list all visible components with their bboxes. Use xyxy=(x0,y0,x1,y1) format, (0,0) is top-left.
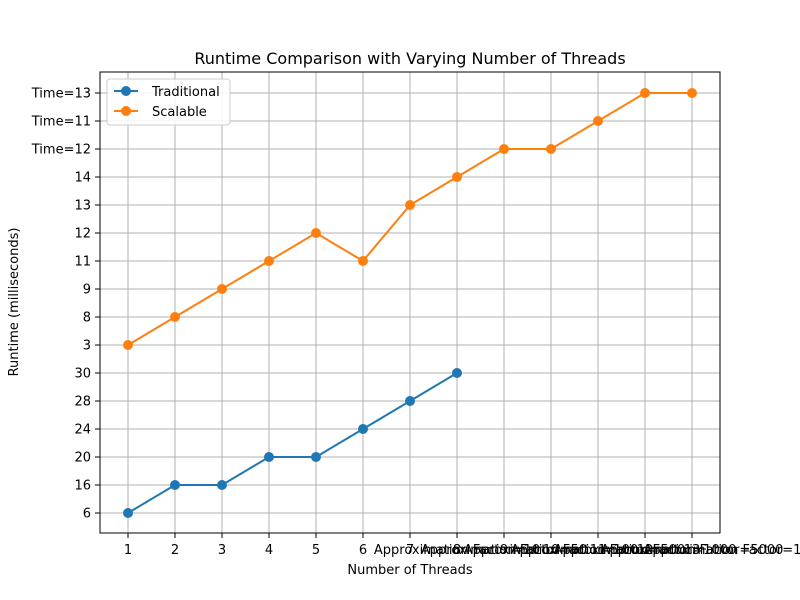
y-tick-label: 6 xyxy=(83,507,91,522)
scalable-data-point xyxy=(640,88,650,98)
scalable-data-point xyxy=(593,116,603,126)
scalable-data-point xyxy=(405,200,415,210)
legend: Traditional Scalable xyxy=(106,78,231,126)
x-tick-label: 6 xyxy=(359,543,367,558)
scalable-data-point xyxy=(264,256,274,266)
x-tick-label: 2 xyxy=(171,543,179,558)
x-overflow-label: Approximation Factor=5000 xyxy=(601,543,784,558)
y-tick-label: 12 xyxy=(74,227,91,242)
x-tick-label: 9 xyxy=(500,543,508,558)
legend-traditional-label: Traditional xyxy=(151,85,220,100)
x-tick-label: 3 xyxy=(218,543,226,558)
traditional-data-point xyxy=(452,368,462,378)
traditional-data-point xyxy=(217,480,227,490)
traditional-data-point xyxy=(123,508,133,518)
traditional-data-point xyxy=(405,396,415,406)
x-tick-label: 8 xyxy=(453,543,461,558)
traditional-data-point xyxy=(170,480,180,490)
x-overflow-label: Approximation Factor=10000 xyxy=(643,543,800,558)
legend-scalable-marker xyxy=(121,106,131,116)
x-tick-label: 4 xyxy=(265,543,273,558)
y-tick-label: 24 xyxy=(74,423,91,438)
scalable-data-point xyxy=(311,228,321,238)
scalable-data-point xyxy=(123,340,133,350)
scalable-data-point xyxy=(358,256,368,266)
y-tick-label: 20 xyxy=(74,451,91,466)
y-tick-label: 9 xyxy=(83,283,91,298)
scalable-data-point xyxy=(546,144,556,154)
y-tick-label: 3 xyxy=(83,339,91,354)
y-tick-label: 30 xyxy=(74,367,91,382)
scalable-data-point xyxy=(170,312,180,322)
x-tick-label: 13 xyxy=(684,543,701,558)
scalable-data-point xyxy=(452,172,462,182)
scalable-data-point xyxy=(217,284,227,294)
y-axis-label: Runtime (milliseconds) xyxy=(7,228,22,377)
series-layer xyxy=(123,88,697,518)
legend-traditional-marker xyxy=(121,86,131,96)
grid-layer xyxy=(100,72,720,533)
legend-scalable-label: Scalable xyxy=(152,105,207,120)
chart-title: Runtime Comparison with Varying Number o… xyxy=(194,49,625,68)
traditional-data-point xyxy=(311,452,321,462)
x-tick-label: 7 xyxy=(406,543,414,558)
x-overflow-label: Approximation Factor=100 xyxy=(464,543,638,558)
x-overflow-label: Approximation Factor=500 xyxy=(511,543,685,558)
x-overflow-label: Approximation Factor=10 xyxy=(374,543,540,558)
y-tick-label: 11 xyxy=(74,255,91,270)
x-axis-label: Number of Threads xyxy=(347,563,472,578)
scalable-data-point xyxy=(687,88,697,98)
y-tick-label: Time=13 xyxy=(31,87,91,102)
scalable-data-point xyxy=(499,144,509,154)
y-tick-label: 14 xyxy=(74,171,91,186)
x-tick-label: 11 xyxy=(590,543,607,558)
x-tick-label: 10 xyxy=(543,543,560,558)
y-tick-label: Time=12 xyxy=(31,143,91,158)
y-tick-label: Time=11 xyxy=(31,115,91,130)
x-overflow-label: Approximation Factor=50 xyxy=(421,543,587,558)
y-tick-label: 16 xyxy=(74,479,91,494)
x-tick-label: 1 xyxy=(124,543,132,558)
traditional-series-line xyxy=(127,372,458,514)
y-tick-label: 13 xyxy=(74,199,91,214)
traditional-data-point xyxy=(358,424,368,434)
x-overflow-label: Approximation Factor=1000 xyxy=(554,543,737,558)
traditional-data-point xyxy=(264,452,274,462)
y-tick-label: 8 xyxy=(83,311,91,326)
y-tick-label: 28 xyxy=(74,395,91,410)
x-tick-label: 12 xyxy=(637,543,654,558)
x-tick-label: 5 xyxy=(312,543,320,558)
